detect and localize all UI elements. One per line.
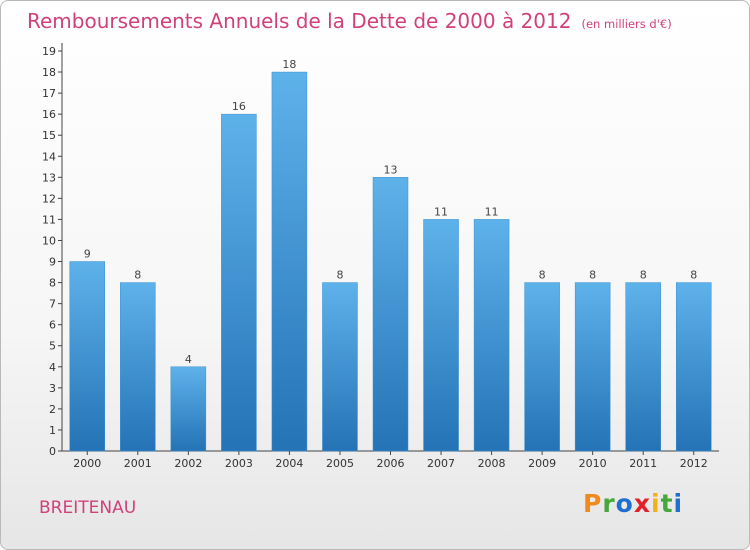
bar-value-label: 8 xyxy=(539,269,546,282)
x-tick-label: 2008 xyxy=(478,457,506,470)
y-tick-label: 12 xyxy=(42,192,56,205)
bar xyxy=(524,282,560,452)
bar-value-label: 11 xyxy=(485,205,499,218)
y-tick-label: 8 xyxy=(49,277,56,290)
bar xyxy=(170,366,207,452)
logo-letter: x xyxy=(633,489,651,518)
y-tick-label: 17 xyxy=(42,87,56,100)
bar xyxy=(675,282,712,452)
logo-letter: o xyxy=(615,489,634,518)
x-tick-label: 2006 xyxy=(377,457,405,470)
y-tick-label: 16 xyxy=(42,108,56,121)
x-tick-label: 2002 xyxy=(174,457,202,470)
bar-value-label: 16 xyxy=(232,100,246,113)
bar-value-label: 9 xyxy=(84,248,91,261)
y-tick-label: 7 xyxy=(49,298,56,311)
bar xyxy=(271,71,308,452)
y-tick-label: 10 xyxy=(42,234,56,247)
x-tick-label: 2010 xyxy=(579,457,607,470)
bar-value-label: 8 xyxy=(134,269,141,282)
y-tick-label: 18 xyxy=(42,66,56,79)
x-tick-label: 2011 xyxy=(629,457,657,470)
logo-letter: P xyxy=(583,489,603,518)
bar-value-label: 4 xyxy=(185,353,192,366)
y-tick-label: 15 xyxy=(42,129,56,142)
bar xyxy=(322,282,358,452)
bar xyxy=(221,113,257,452)
y-tick-label: 11 xyxy=(42,213,56,226)
y-tick-label: 4 xyxy=(49,361,56,374)
logo-letter: r xyxy=(602,489,616,518)
y-tick-label: 9 xyxy=(49,256,56,269)
y-tick-label: 6 xyxy=(49,319,56,332)
bar-value-label: 8 xyxy=(690,269,697,282)
bar xyxy=(473,219,510,452)
logo-letter: t xyxy=(660,489,674,518)
y-tick-label: 0 xyxy=(49,445,56,458)
bar xyxy=(372,177,409,452)
title-text: Remboursements Annuels de la Dette de 20… xyxy=(27,9,572,33)
x-tick-label: 2000 xyxy=(73,457,101,470)
bar xyxy=(120,282,156,452)
y-tick-label: 3 xyxy=(49,382,56,395)
bar xyxy=(69,261,106,452)
chart-title: Remboursements Annuels de la Dette de 20… xyxy=(27,9,672,33)
logo-letter: i xyxy=(651,489,661,518)
title-unit: (en milliers d'€) xyxy=(581,17,672,31)
x-tick-label: 2012 xyxy=(680,457,708,470)
bar xyxy=(423,219,459,452)
x-tick-label: 2007 xyxy=(427,457,455,470)
y-tick-label: 14 xyxy=(42,150,56,163)
logo-letter: i xyxy=(673,489,684,518)
y-tick-label: 13 xyxy=(42,171,56,184)
bar-value-label: 8 xyxy=(589,269,596,282)
y-tick-label: 2 xyxy=(49,403,56,416)
bar xyxy=(625,282,661,452)
bar-value-label: 18 xyxy=(282,58,296,71)
y-tick-label: 1 xyxy=(49,424,56,437)
bar-value-label: 8 xyxy=(336,269,343,282)
bar-value-label: 13 xyxy=(384,163,398,176)
bar-value-label: 8 xyxy=(640,269,647,282)
bar-value-label: 11 xyxy=(434,205,448,218)
y-tick-label: 5 xyxy=(49,340,56,353)
x-tick-label: 2005 xyxy=(326,457,354,470)
proxiti-logo[interactable]: Proxiti xyxy=(583,489,683,518)
x-tick-label: 2003 xyxy=(225,457,253,470)
x-tick-label: 2009 xyxy=(528,457,556,470)
bar xyxy=(574,282,611,452)
commune-name: BREITENAU xyxy=(39,498,137,518)
y-tick-label: 19 xyxy=(42,45,56,58)
x-tick-label: 2001 xyxy=(124,457,152,470)
x-tick-label: 2004 xyxy=(275,457,303,470)
